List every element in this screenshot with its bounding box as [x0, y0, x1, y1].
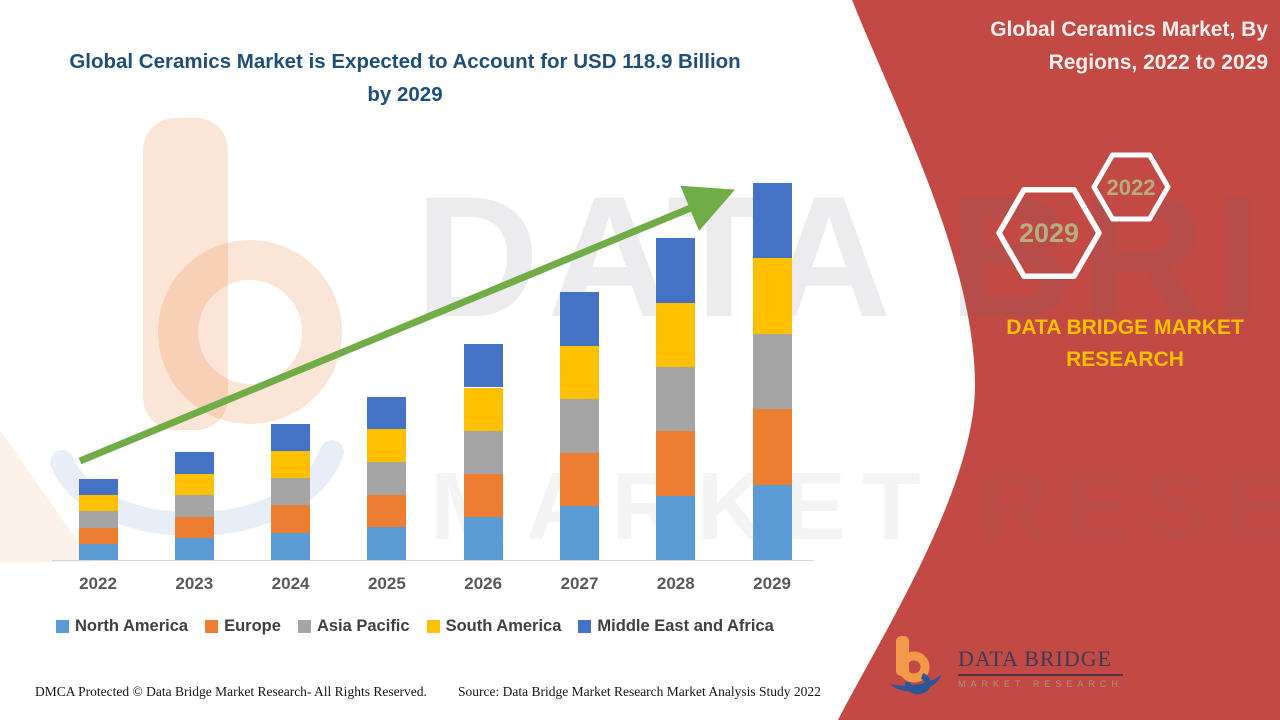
segment-south-america [656, 302, 696, 367]
legend-swatch [205, 620, 219, 633]
x-label-2026: 2026 [464, 574, 503, 593]
segment-north-america [463, 516, 503, 560]
x-label-2024: 2024 [271, 574, 310, 593]
segment-north-america [78, 543, 118, 560]
segment-middle-east-and-africa [367, 396, 407, 430]
legend-item-europe: Europe [205, 617, 281, 636]
segment-asia-pacific [174, 495, 214, 517]
segment-asia-pacific [560, 399, 599, 453]
brand-text: DATA BRIDGE MARKET RESEARCH [1006, 316, 1244, 371]
segment-asia-pacific [271, 478, 311, 506]
segment-middle-east-and-africa [752, 182, 792, 259]
data-bridge-logo-icon [890, 636, 942, 695]
legend-label: Middle East and Africa [597, 617, 774, 635]
segment-north-america [560, 506, 599, 560]
x-label-2022: 2022 [79, 574, 117, 593]
legend-swatch [297, 620, 311, 633]
legend-label: North America [75, 617, 189, 635]
company-logo: DATA BRIDGE MARKET RESEARCH [888, 634, 1123, 700]
segment-europe [271, 505, 311, 533]
chart-title: Global Ceramics Market is Expected to Ac… [69, 50, 741, 106]
segment-asia-pacific [752, 333, 792, 410]
segment-europe [78, 527, 118, 544]
segment-north-america [752, 484, 792, 560]
segment-asia-pacific [463, 430, 503, 474]
dmca-notice: DMCA Protected © Data Bridge Market Rese… [35, 684, 427, 699]
segment-north-america [367, 527, 407, 560]
legend-swatch [56, 620, 69, 633]
legend-item-asia-pacific: Asia Pacific [297, 617, 410, 636]
x-label-2028: 2028 [656, 574, 695, 593]
segment-asia-pacific [367, 462, 407, 495]
segment-south-america [560, 345, 599, 400]
segment-asia-pacific [656, 366, 696, 432]
segment-middle-east-and-africa [174, 452, 214, 474]
x-label-2023: 2023 [175, 574, 214, 593]
legend-item-north-america: North America [56, 617, 188, 636]
segment-europe [174, 516, 214, 539]
legend-swatch [578, 620, 592, 633]
legend-label: Asia Pacific [316, 617, 410, 635]
source-note: Source: Data Bridge Market Research Mark… [458, 684, 821, 699]
segment-asia-pacific [78, 511, 118, 528]
legend-item-middle-east-and-africa: Middle East and Africa [578, 617, 774, 636]
segment-south-america [78, 495, 118, 512]
segment-middle-east-and-africa [560, 292, 599, 346]
legend-item-south-america: South America [426, 617, 562, 636]
legend-swatch [426, 620, 440, 633]
x-label-2029: 2029 [753, 574, 792, 593]
segment-middle-east-and-africa [271, 423, 311, 451]
logo-name: DATA BRIDGE [958, 646, 1123, 676]
segment-north-america [174, 538, 214, 560]
logo-subtitle: MARKET RESEARCH [958, 678, 1123, 689]
legend: North America Europe Asia Pacific South Ame… [56, 617, 774, 636]
segment-europe [463, 473, 503, 517]
segment-south-america [174, 473, 214, 496]
segment-south-america [367, 429, 407, 463]
segment-south-america [271, 450, 311, 479]
x-axis-line [52, 560, 814, 561]
legend-label: South America [445, 617, 562, 635]
segment-north-america [656, 495, 696, 560]
segment-europe [752, 409, 792, 485]
segment-south-america [752, 258, 792, 334]
x-label-2027: 2027 [560, 574, 599, 593]
legend-label: Europe [224, 617, 281, 635]
segment-europe [656, 431, 696, 496]
panel-title: Global Ceramics Market, By Regions, 2022… [990, 18, 1268, 74]
segment-middle-east-and-africa [656, 238, 696, 303]
segment-europe [560, 452, 599, 507]
segment-south-america [463, 387, 503, 431]
segment-europe [367, 494, 407, 528]
segment-north-america [271, 532, 311, 560]
segment-middle-east-and-africa [78, 479, 118, 496]
x-label-2025: 2025 [367, 574, 406, 593]
segment-middle-east-and-africa [463, 344, 503, 388]
